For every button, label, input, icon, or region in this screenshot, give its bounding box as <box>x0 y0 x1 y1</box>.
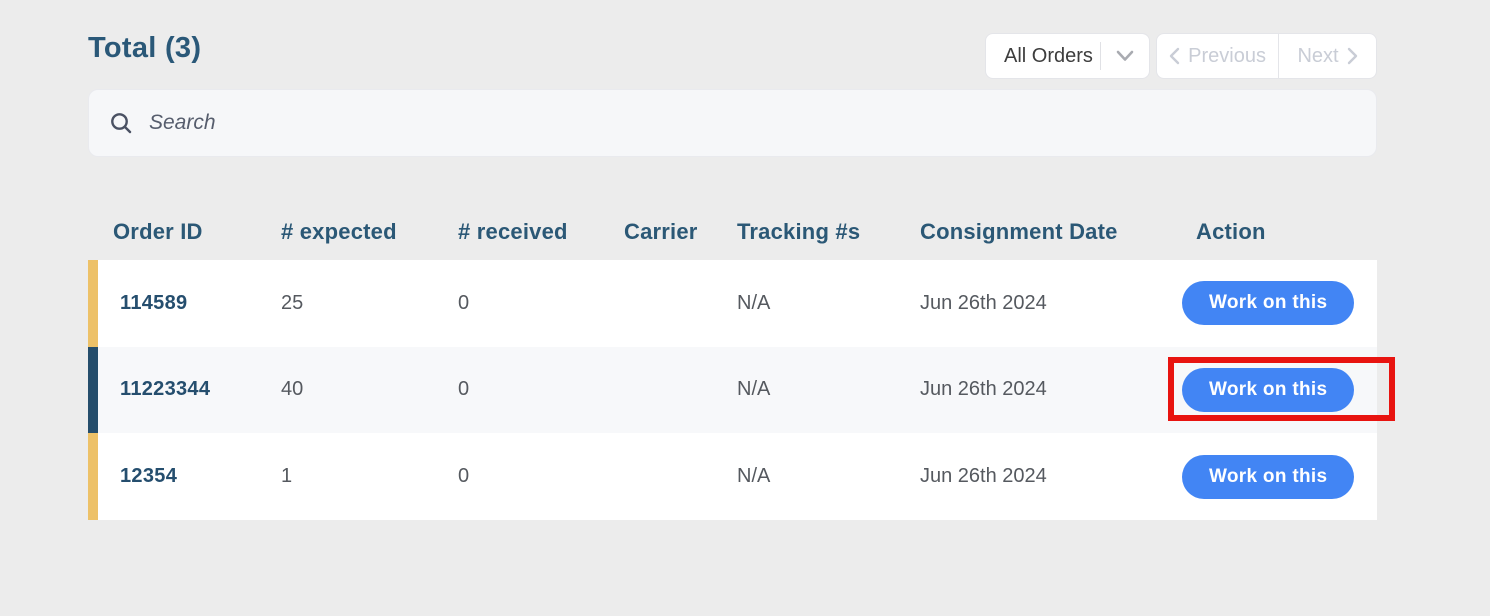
search-input[interactable] <box>149 111 1356 135</box>
chevron-left-icon <box>1169 47 1180 65</box>
row-status-accent-bar <box>88 346 98 434</box>
previous-page-button[interactable]: Previous <box>1157 34 1278 78</box>
received-cell: 0 <box>458 291 470 314</box>
received-cell: 0 <box>458 465 470 488</box>
column-header-expected: # expected <box>281 218 397 244</box>
order-id-cell: 12354 <box>120 465 178 488</box>
order-id-cell: 114589 <box>120 291 188 314</box>
pagination-control: Previous Next <box>1156 33 1377 79</box>
table-row: 114589 25 0 N/A Jun 26th 2024 Work on th… <box>88 260 1377 347</box>
tracking-cell: N/A <box>737 465 771 488</box>
orders-filter-selected-value: All Orders <box>1004 44 1093 67</box>
table-row: 12354 1 0 N/A Jun 26th 2024 Work on this <box>88 433 1377 520</box>
table-row: 11223344 40 0 N/A Jun 26th 2024 Work on … <box>88 346 1377 434</box>
consignment-date-cell: Jun 26th 2024 <box>920 465 1047 488</box>
action-cell: Work on this <box>1181 367 1377 412</box>
orders-filter-dropdown[interactable]: All Orders <box>985 33 1150 79</box>
work-on-this-button[interactable]: Work on this <box>1182 281 1355 326</box>
column-header-tracking: Tracking #s <box>737 218 861 244</box>
tracking-cell: N/A <box>737 291 771 314</box>
work-on-this-button[interactable]: Work on this <box>1182 454 1355 499</box>
search-bar[interactable] <box>88 89 1377 157</box>
tracking-cell: N/A <box>737 378 771 401</box>
action-cell: Work on this <box>1181 454 1377 499</box>
next-label: Next <box>1297 44 1339 67</box>
next-page-button[interactable]: Next <box>1279 34 1376 78</box>
orders-table-body: 114589 25 0 N/A Jun 26th 2024 Work on th… <box>88 260 1377 520</box>
column-header-received: # received <box>458 218 568 244</box>
expected-cell: 1 <box>281 465 293 488</box>
previous-label: Previous <box>1188 44 1266 67</box>
page-title: Total (3) <box>88 32 202 64</box>
dropdown-divider <box>1100 42 1101 70</box>
action-cell: Work on this <box>1181 281 1377 326</box>
received-cell: 0 <box>458 378 470 401</box>
table-header-row: Order ID # expected # received Carrier T… <box>88 203 1377 260</box>
pagination-divider <box>1278 34 1280 78</box>
consignment-date-cell: Jun 26th 2024 <box>920 291 1047 314</box>
row-status-accent-bar <box>88 433 98 520</box>
search-icon <box>109 111 133 135</box>
column-header-carrier: Carrier <box>624 218 698 244</box>
work-on-this-button[interactable]: Work on this <box>1182 367 1355 412</box>
column-header-action: Action <box>1196 218 1266 244</box>
chevron-down-icon <box>1101 50 1149 62</box>
expected-cell: 25 <box>281 291 304 314</box>
row-status-accent-bar <box>88 260 98 347</box>
order-id-cell: 11223344 <box>120 378 211 401</box>
column-header-consignment-date: Consignment Date <box>920 218 1118 244</box>
column-header-order-id: Order ID <box>113 218 203 244</box>
expected-cell: 40 <box>281 378 304 401</box>
chevron-right-icon <box>1347 47 1358 65</box>
consignment-date-cell: Jun 26th 2024 <box>920 378 1047 401</box>
